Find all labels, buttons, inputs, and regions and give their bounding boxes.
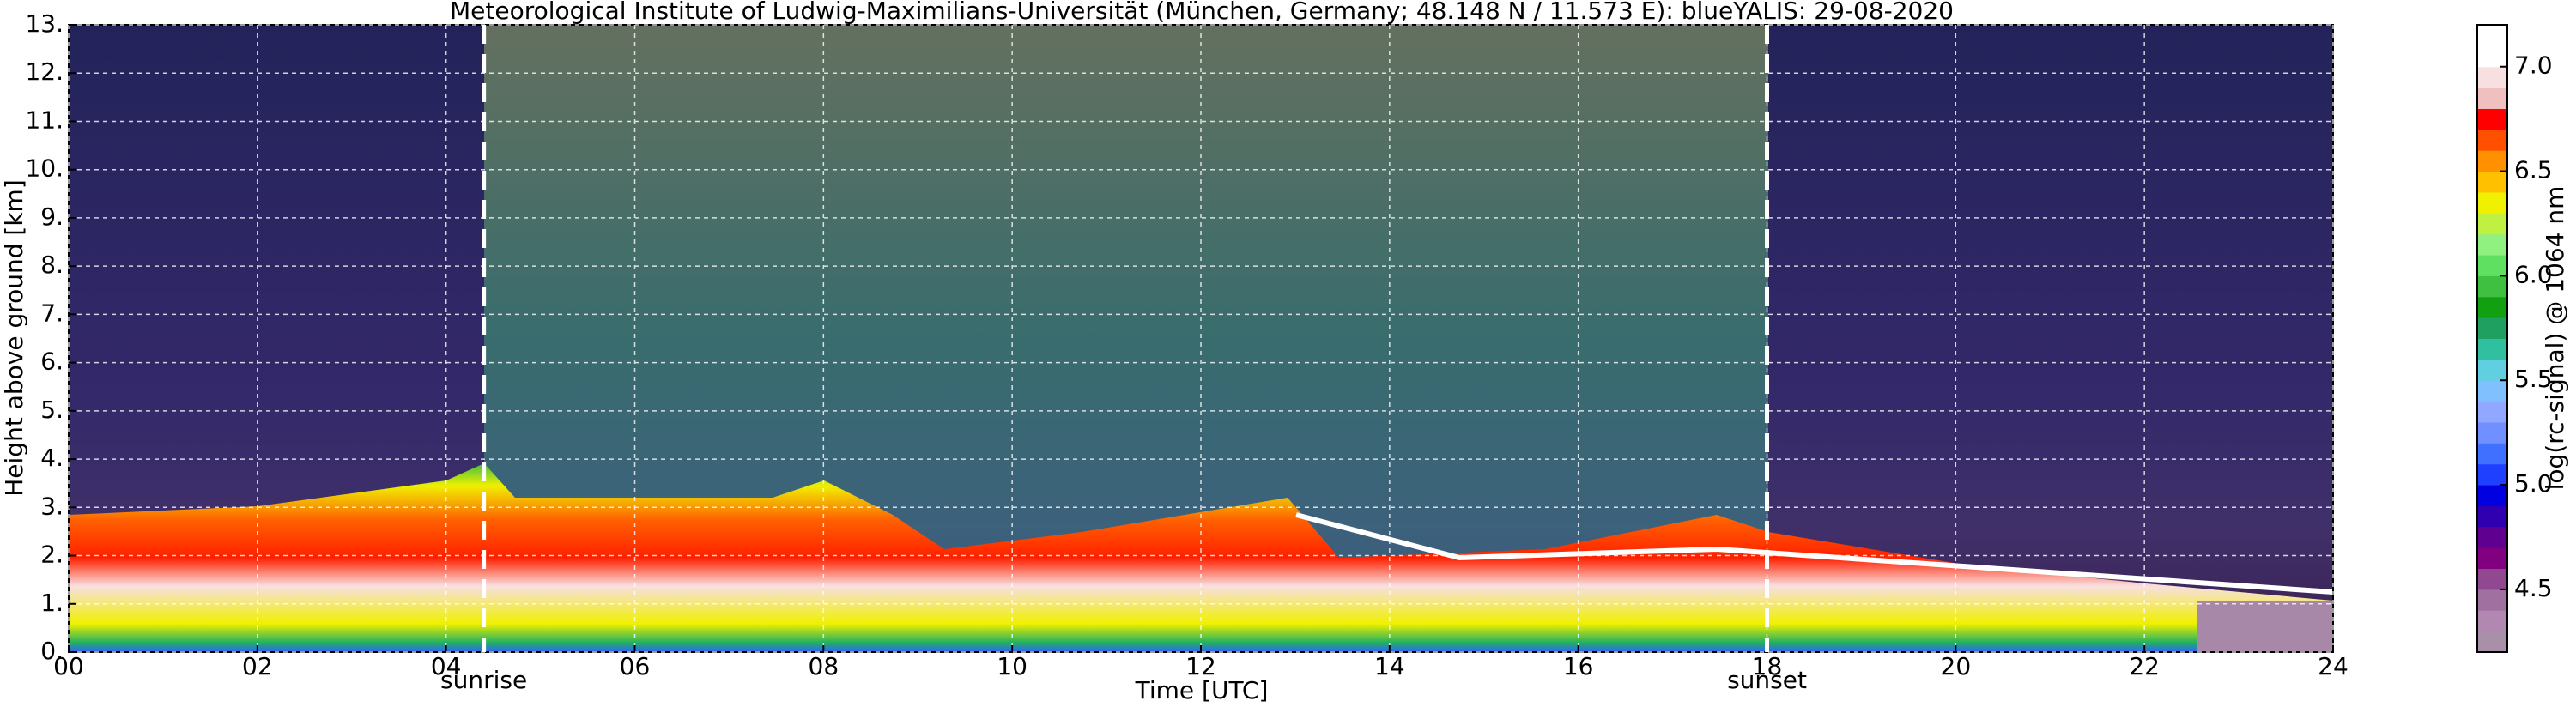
x-tick-label: 06 <box>620 652 651 680</box>
colorbar-swatch <box>2477 610 2507 632</box>
x-tick-label: 14 <box>1374 652 1405 680</box>
x-tick-label: 20 <box>1941 652 1972 680</box>
colorbar-swatch <box>2477 401 2507 423</box>
y-tick-label: 7. <box>40 299 64 327</box>
colorbar-swatch <box>2477 296 2507 318</box>
x-tick-label: 12 <box>1185 652 1216 680</box>
colorbar-tick-label: 6.0 <box>2514 260 2553 288</box>
colorbar-swatch <box>2477 171 2507 193</box>
colorbar-swatch <box>2477 589 2507 611</box>
colorbar-tick-label: 6.5 <box>2514 156 2553 184</box>
colorbar-swatch <box>2477 421 2507 444</box>
y-tick-label: 11. <box>25 106 64 134</box>
y-tick-label: 0. <box>40 637 64 665</box>
colorbar-swatch <box>2477 233 2507 256</box>
colorbar-swatch <box>2477 338 2507 360</box>
colorbar-tick-label: 5.0 <box>2514 469 2553 498</box>
colorbar-swatch <box>2477 463 2507 486</box>
colorbar-swatch <box>2477 568 2507 590</box>
colorbar-swatch <box>2477 88 2507 109</box>
colorbar-tick-label: 7.0 <box>2514 51 2553 80</box>
y-tick-label: 8. <box>40 251 64 279</box>
colorbar-swatch <box>2477 213 2507 235</box>
x-tick-label: 04 <box>431 652 462 680</box>
x-tick-label: 10 <box>997 652 1027 680</box>
colorbar-swatch <box>2477 191 2507 214</box>
colorbar-swatch <box>2477 443 2507 465</box>
x-tick-label: 24 <box>2318 652 2349 680</box>
colorbar-swatch <box>2477 631 2507 653</box>
colorbar-swatch <box>2477 505 2507 528</box>
y-tick-label: 13. <box>25 9 64 38</box>
colorbar-swatch <box>2477 45 2507 68</box>
y-tick-label: 12. <box>25 57 64 86</box>
y-tick-label: 1. <box>40 589 64 617</box>
x-tick-label: 02 <box>242 652 273 680</box>
y-tick-label: 6. <box>40 347 64 376</box>
annotation-label: sunrise <box>440 666 527 694</box>
colorbar-swatch <box>2477 25 2507 46</box>
colorbar-tick-label: 4.5 <box>2514 574 2553 602</box>
colorbar-frame <box>2476 24 2508 653</box>
colorbar-swatch <box>2477 526 2507 548</box>
colorbar-swatch <box>2477 108 2507 130</box>
colorbar-swatch <box>2477 129 2507 151</box>
y-tick-label: 4. <box>40 444 64 472</box>
y-tick-label: 10. <box>25 154 64 183</box>
annotation-label: sunset <box>1727 666 1807 694</box>
colorbar-swatch <box>2477 547 2507 570</box>
colorbar-swatch <box>2477 66 2507 88</box>
x-tick-label: 18 <box>1752 652 1783 680</box>
colorbar-swatch <box>2477 275 2507 298</box>
x-tick-label: 00 <box>53 652 84 680</box>
colorbar-swatch <box>2477 485 2507 506</box>
colorbar-swatch <box>2477 380 2507 402</box>
colorbar-swatch <box>2477 255 2507 276</box>
x-axis-label: Time [UTC] <box>1135 676 1269 704</box>
y-tick-label: 5. <box>40 396 64 424</box>
y-axis-label: Height above ground [km] <box>0 179 28 497</box>
chart-title: Meteorological Institute of Ludwig-Maxim… <box>450 0 1954 25</box>
y-tick-label: 3. <box>40 492 64 520</box>
colorbar-swatch <box>2477 317 2507 339</box>
x-tick-label: 22 <box>2129 652 2160 680</box>
colorbar-swatch <box>2477 150 2507 172</box>
y-tick-label: 9. <box>40 202 64 231</box>
x-tick-label: 08 <box>809 652 839 680</box>
colorbar-label: log(rc-signal) @ 1064 nm <box>2541 186 2569 491</box>
colorbar-tick-label: 5.5 <box>2514 365 2553 393</box>
y-tick-label: 2. <box>40 541 64 569</box>
x-tick-label: 16 <box>1563 652 1594 680</box>
colorbar-swatch <box>2477 359 2507 381</box>
